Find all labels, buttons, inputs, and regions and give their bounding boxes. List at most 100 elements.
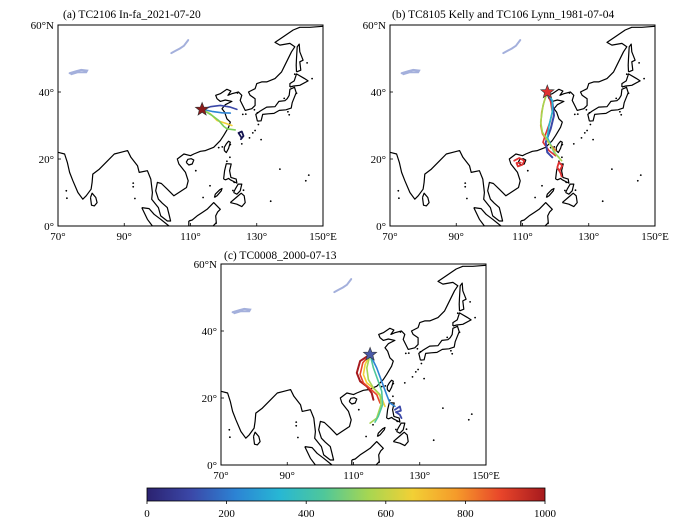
lake-outline — [170, 39, 190, 55]
island-dot — [392, 395, 394, 398]
island-dot — [586, 129, 588, 132]
island-dot — [585, 108, 588, 111]
island-dot — [398, 197, 400, 200]
typhoon-track-line — [369, 353, 396, 408]
coastline-segment — [587, 86, 629, 122]
island-dot — [411, 376, 414, 378]
panel-b-map: (b) TC8105 Kelly and TC106 Lynn_1981-07-… — [363, 9, 669, 243]
typhoon-track-line — [359, 353, 381, 404]
typhoon-track-line — [393, 405, 403, 420]
island-dot — [202, 196, 205, 199]
coastline-segment — [58, 25, 323, 222]
island-dot — [576, 113, 579, 115]
typhoon-track-line — [513, 157, 526, 168]
island-dot — [547, 222, 549, 225]
y-tick-label: 40° — [371, 87, 386, 99]
panel-a-star-marker — [194, 101, 210, 116]
colorbar: 0 200 400 600 800 1000 — [144, 487, 557, 520]
typhoon-track-line — [556, 161, 564, 178]
island-dot — [236, 92, 239, 94]
island-dot — [346, 466, 348, 468]
island-dot — [217, 146, 220, 149]
island-dot — [592, 138, 594, 141]
coastline-segment — [141, 207, 170, 226]
island-dot — [414, 371, 417, 373]
x-tick-label: 150°E — [641, 231, 669, 243]
panel-b-star-marker — [539, 84, 555, 99]
x-tick-label: 130° — [409, 470, 430, 482]
island-dot — [515, 227, 517, 229]
coastline-segment — [418, 325, 460, 361]
panel-a-title: (a) TC2106 In-fa_2021-07-20 — [63, 9, 201, 21]
colorbar-tick-label: 200 — [218, 508, 235, 520]
coastline-segment — [473, 207, 502, 226]
lake-outline — [333, 278, 353, 294]
island-dot — [432, 439, 435, 442]
island-dot — [416, 347, 419, 350]
island-dot — [293, 73, 296, 76]
lake-outline — [502, 39, 522, 55]
island-dot — [233, 181, 236, 184]
typhoon-track-line — [201, 108, 232, 114]
y-tick-label: 60°N — [31, 20, 54, 32]
island-dot — [420, 362, 423, 365]
island-dot — [295, 92, 298, 95]
island-dot — [470, 413, 473, 415]
x-tick-label: 150°E — [309, 231, 337, 243]
typhoon-track-line — [539, 91, 563, 162]
coastline-segment — [396, 422, 406, 434]
star-marker — [194, 101, 210, 116]
colorbar-tick-label: 800 — [457, 508, 474, 520]
panel-b-title: (b) TC8105 Kelly and TC106 Lynn_1981-07-… — [392, 9, 614, 21]
island-dot — [573, 113, 576, 116]
coastline-segment — [545, 187, 555, 199]
x-tick-label: 130° — [246, 231, 267, 243]
island-dot — [534, 196, 536, 199]
island-dot — [580, 137, 583, 139]
island-dot — [553, 146, 556, 148]
island-dot — [572, 143, 575, 145]
coastline-segment — [452, 312, 472, 327]
panel-b-tracks — [513, 91, 564, 178]
island-dot — [297, 436, 299, 439]
island-dot — [395, 428, 397, 431]
coastline-segment — [223, 140, 231, 154]
island-dot — [240, 143, 243, 145]
typhoon-track-line — [237, 130, 245, 141]
island-dot — [295, 424, 298, 427]
coastline-segment — [386, 402, 401, 423]
island-dot — [134, 197, 136, 200]
typhoon-track-line — [201, 108, 236, 131]
island-dot — [620, 113, 623, 116]
x-tick-label: 90° — [280, 470, 295, 482]
y-tick-label: 40° — [202, 326, 217, 338]
island-dot — [466, 197, 468, 200]
island-dot — [396, 420, 399, 423]
x-tick-label: 110° — [512, 231, 533, 243]
lake-outline — [68, 68, 89, 76]
island-dot — [565, 181, 568, 184]
island-dot — [399, 331, 402, 333]
coastline-segment — [223, 163, 238, 184]
island-dot — [639, 174, 642, 177]
island-dot — [456, 312, 459, 315]
island-dot — [464, 185, 467, 188]
island-dot — [307, 174, 310, 177]
panel-c-x-ticks: 70° 90° 110° 130° 150°E — [213, 462, 500, 482]
coastline-segment — [458, 282, 467, 312]
island-dot — [574, 189, 577, 192]
coastline-segment — [392, 431, 409, 447]
x-tick-label: 110° — [180, 231, 201, 243]
island-dot — [451, 352, 454, 355]
island-dot — [66, 197, 68, 200]
coastline-segment — [188, 202, 221, 226]
island-dot — [365, 435, 367, 438]
island-dot — [279, 168, 281, 171]
island-dot — [251, 132, 254, 134]
x-tick-label: 70° — [50, 231, 65, 243]
colorbar-tick-label: 1000 — [534, 508, 557, 520]
coastline-segment — [89, 192, 98, 207]
typhoon-track-line — [355, 353, 375, 401]
island-dot — [588, 111, 591, 114]
typhoon-track-line — [365, 353, 382, 424]
